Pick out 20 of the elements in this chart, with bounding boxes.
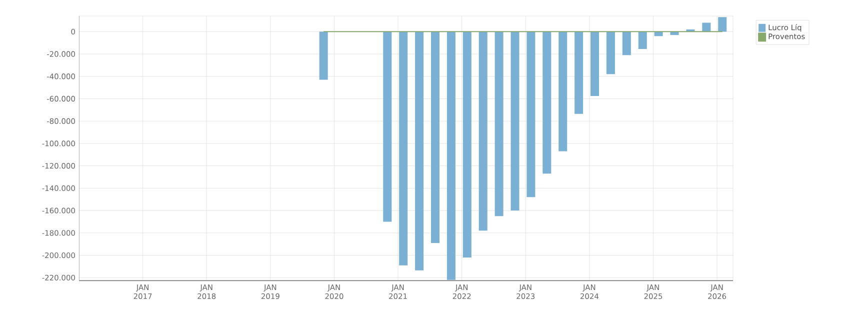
bar bbox=[383, 32, 392, 222]
bar bbox=[415, 32, 424, 270]
bar bbox=[606, 32, 615, 74]
bar bbox=[430, 32, 440, 243]
bar bbox=[574, 32, 584, 114]
bar bbox=[590, 32, 600, 96]
bar bbox=[702, 22, 711, 32]
bar bbox=[558, 32, 568, 152]
bar bbox=[399, 32, 408, 266]
bar bbox=[319, 32, 328, 80]
bar bbox=[718, 17, 727, 32]
bar bbox=[494, 32, 504, 216]
bar bbox=[510, 32, 520, 211]
bar bbox=[446, 32, 456, 280]
bar bbox=[638, 32, 647, 49]
bar bbox=[542, 32, 552, 174]
bar bbox=[526, 32, 536, 198]
bar bbox=[622, 32, 631, 56]
bar bbox=[462, 32, 472, 258]
bar bbox=[478, 32, 488, 231]
